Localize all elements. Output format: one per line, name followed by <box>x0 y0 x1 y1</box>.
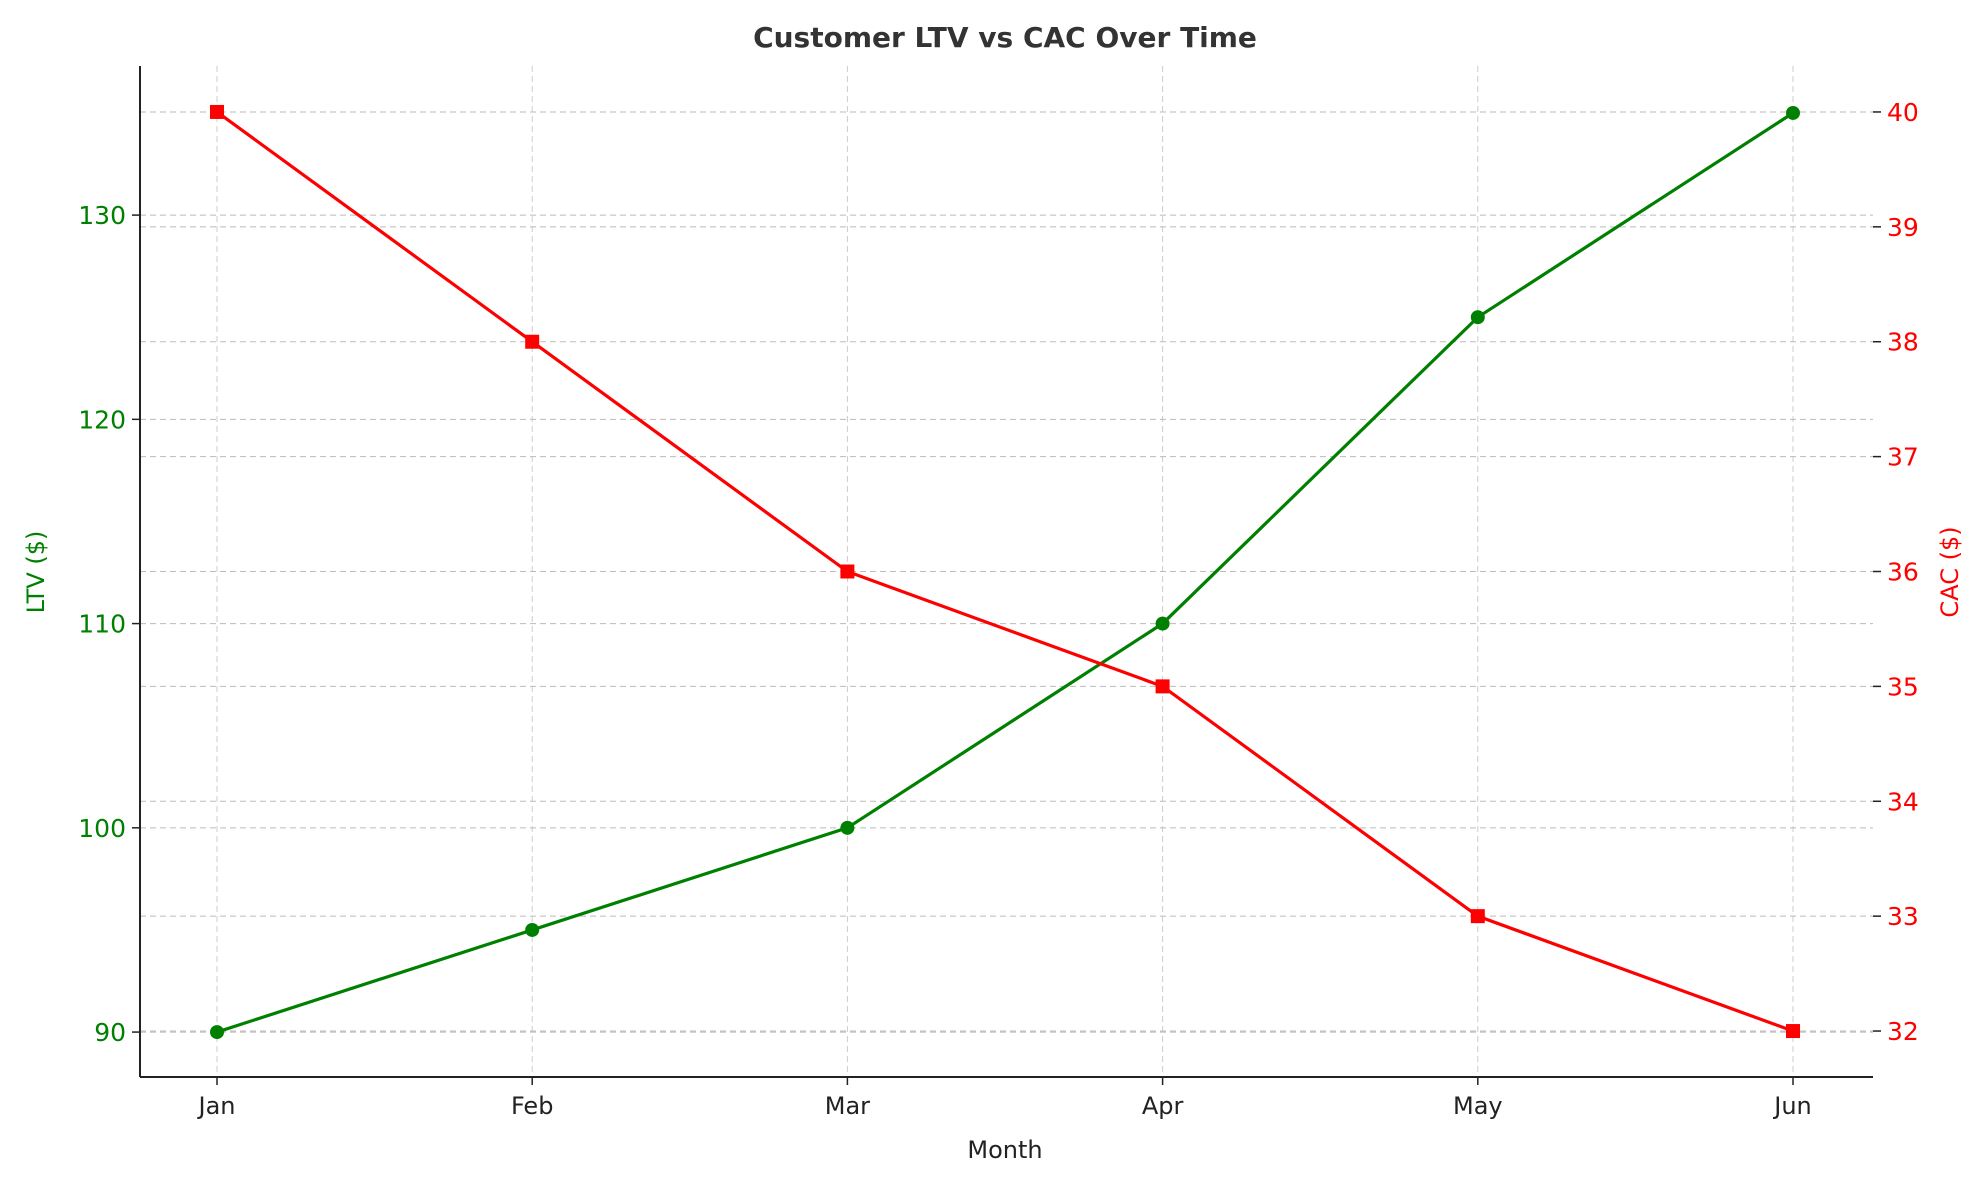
x-axis-label: Month <box>967 1136 1042 1164</box>
y_left-tick-label: 110 <box>78 610 126 639</box>
data-point-left <box>525 922 540 937</box>
data-point-right <box>1470 909 1485 924</box>
data-point-left <box>210 1025 224 1040</box>
series-line-right <box>216 110 1794 1033</box>
x-tick-label: Jan <box>197 1092 236 1120</box>
x-tick-label: Apr <box>1142 1092 1184 1120</box>
x-tick-label: Feb <box>511 1092 554 1120</box>
data-point-right <box>1786 1024 1800 1039</box>
grid <box>140 66 1873 1077</box>
y_right-tick-label: 39 <box>1887 213 1919 242</box>
y-axis-right-label: CAC ($) <box>1936 526 1964 617</box>
chart-title: Customer LTV vs CAC Over Time <box>753 21 1257 54</box>
axes: Jan Feb Mar Apr May Jun 90 100 110 120 130 32 33 34 35… <box>78 66 1919 1120</box>
y_right-tick-label: 35 <box>1887 672 1919 701</box>
y_left-tick-label: 90 <box>94 1018 126 1047</box>
y-axis-left-label: LTV ($) <box>22 531 50 614</box>
y_right-tick-label: 32 <box>1887 1017 1919 1046</box>
x-tick-label: May <box>1453 1092 1503 1120</box>
series <box>210 104 1800 1040</box>
data-point-left <box>1155 616 1170 631</box>
series-line-left <box>216 111 1794 1034</box>
data-point-left <box>840 820 855 835</box>
y_right-tick-label: 40 <box>1887 98 1919 127</box>
data-point-right <box>525 334 540 349</box>
y_left-tick-label: 120 <box>78 405 126 434</box>
x-tick-label: Jun <box>1772 1092 1812 1120</box>
data-point-right <box>210 104 224 119</box>
y_right-tick-label: 37 <box>1887 443 1919 472</box>
data-point-right <box>840 564 855 579</box>
y_right-tick-label: 34 <box>1887 787 1919 816</box>
y_right-tick-label: 33 <box>1887 902 1919 931</box>
x-tick-label: Mar <box>825 1092 870 1120</box>
data-point-left <box>1786 105 1800 120</box>
data-point-right <box>1155 679 1170 694</box>
y_right-tick-label: 38 <box>1887 328 1919 357</box>
y_right-tick-label: 36 <box>1887 558 1919 587</box>
data-point-left <box>1470 310 1485 325</box>
y_left-tick-label: 130 <box>78 201 126 230</box>
y_left-tick-label: 100 <box>78 814 126 843</box>
